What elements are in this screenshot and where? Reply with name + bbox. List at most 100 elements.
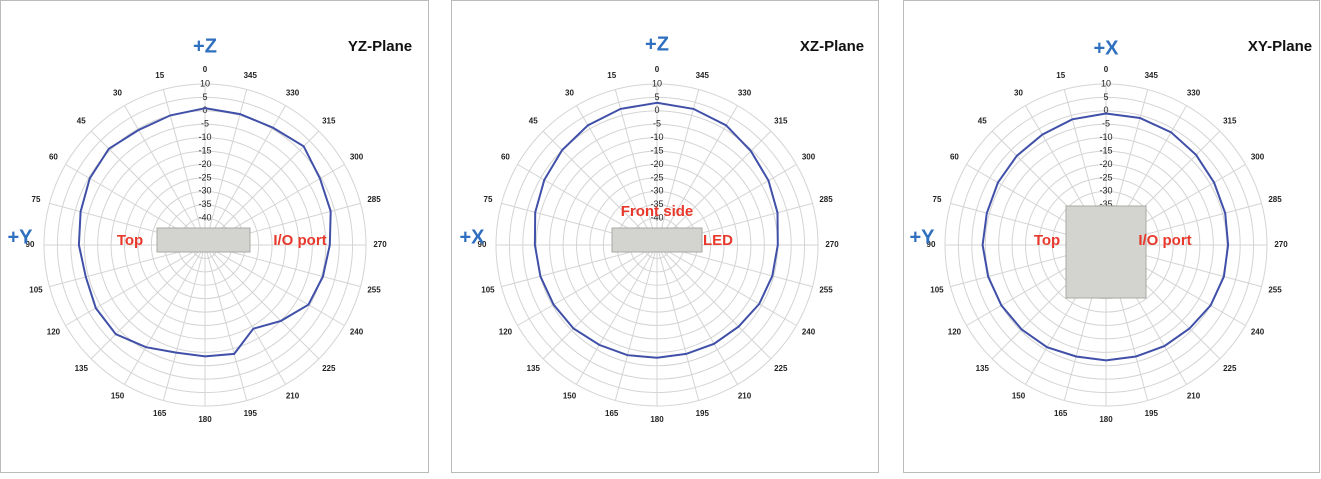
angle-label: 225 [774, 364, 788, 373]
angle-label: 165 [605, 409, 619, 418]
angle-label: 225 [322, 364, 336, 373]
angle-label: 30 [113, 89, 122, 98]
plane-title: XZ-Plane [800, 38, 864, 55]
device-image [157, 228, 250, 252]
r-tick-label: 5 [1103, 92, 1108, 102]
angle-label: 285 [367, 195, 381, 204]
r-tick-label: 0 [654, 105, 659, 115]
angle-label: 300 [350, 153, 364, 162]
r-tick-label: -15 [650, 145, 663, 155]
angle-label: 45 [978, 116, 987, 125]
angle-label: 75 [484, 195, 493, 204]
angle-label: 75 [933, 195, 942, 204]
r-tick-label: -5 [1102, 119, 1110, 129]
r-tick-label: -20 [198, 159, 211, 169]
angle-label: 255 [819, 285, 833, 294]
r-tick-label: -30 [1099, 186, 1112, 196]
angle-label: 165 [1054, 409, 1068, 418]
r-tick-label: 0 [202, 105, 207, 115]
r-tick-label: 10 [200, 78, 210, 88]
r-tick-label: -20 [650, 159, 663, 169]
angle-label: 285 [1268, 195, 1282, 204]
annotation: Front side [621, 203, 694, 220]
plane-title: XY-Plane [1248, 38, 1312, 55]
angle-label: 330 [1187, 89, 1201, 98]
r-tick-label: -15 [1099, 145, 1112, 155]
r-tick-label: 10 [1101, 78, 1111, 88]
angle-label: 105 [481, 285, 495, 294]
angle-label: 120 [47, 328, 61, 337]
angle-label: 60 [950, 153, 959, 162]
device-image [1066, 206, 1146, 298]
angle-label: 150 [563, 392, 577, 401]
angle-label: 120 [948, 328, 962, 337]
annotation: Top [1034, 232, 1060, 249]
angle-label: 180 [1099, 415, 1113, 424]
angle-label: 150 [1012, 392, 1026, 401]
axis-label: +X [1093, 37, 1119, 59]
angle-label: 195 [696, 409, 710, 418]
axis-label: +Z [645, 33, 669, 55]
r-tick-label: -25 [1099, 172, 1112, 182]
angle-label: 0 [203, 65, 208, 74]
angle-label: 45 [77, 116, 86, 125]
r-tick-label: 5 [654, 92, 659, 102]
angle-label: 285 [819, 195, 833, 204]
r-tick-label: 5 [202, 92, 207, 102]
angle-label: 240 [350, 328, 364, 337]
angle-label: 105 [930, 285, 944, 294]
annotation: I/O port [1138, 232, 1191, 249]
angle-label: 30 [1014, 89, 1023, 98]
angle-label: 225 [1223, 364, 1237, 373]
annotation: LED [703, 232, 733, 249]
axis-label: +Z [193, 35, 217, 57]
angle-label: 270 [373, 240, 387, 249]
r-tick-label: -20 [1099, 159, 1112, 169]
axis-label: +Y [909, 226, 935, 248]
angle-label: 315 [322, 116, 336, 125]
annotation: I/O port [273, 232, 326, 249]
angle-label: 180 [650, 415, 664, 424]
angle-label: 345 [1145, 71, 1159, 80]
angle-label: 15 [155, 71, 164, 80]
angle-label: 315 [774, 116, 788, 125]
angle-label: 105 [29, 285, 43, 294]
angle-label: 270 [1274, 240, 1288, 249]
angle-label: 345 [244, 71, 258, 80]
annotation: Top [117, 232, 143, 249]
angle-label: 240 [1251, 328, 1265, 337]
angle-label: 300 [802, 153, 816, 162]
angle-label: 120 [499, 328, 513, 337]
angle-label: 330 [286, 89, 300, 98]
angle-label: 180 [198, 415, 212, 424]
angle-label: 300 [1251, 153, 1265, 162]
angle-label: 15 [607, 71, 616, 80]
r-tick-label: -15 [198, 145, 211, 155]
axis-label: +Y [7, 226, 33, 248]
angle-label: 315 [1223, 116, 1237, 125]
angle-label: 150 [111, 392, 125, 401]
angle-label: 165 [153, 409, 167, 418]
r-tick-label: -35 [198, 199, 211, 209]
axis-label: +X [459, 226, 485, 248]
r-tick-label: -40 [198, 213, 211, 223]
r-tick-label: -30 [650, 186, 663, 196]
plane-title: YZ-Plane [348, 38, 412, 55]
angle-label: 60 [501, 153, 510, 162]
r-tick-label: -25 [198, 172, 211, 182]
r-tick-label: -10 [1099, 132, 1112, 142]
angle-label: 255 [1268, 285, 1282, 294]
angle-label: 0 [655, 65, 660, 74]
angle-label: 15 [1056, 71, 1065, 80]
angle-label: 345 [696, 71, 710, 80]
angle-label: 210 [1187, 392, 1201, 401]
r-tick-label: 10 [652, 78, 662, 88]
angle-label: 60 [49, 153, 58, 162]
screenshot: 0153045607590105120135150165180195210225… [0, 0, 1321, 474]
angle-label: 255 [367, 285, 381, 294]
angle-label: 240 [802, 328, 816, 337]
angle-label: 195 [244, 409, 258, 418]
angle-label: 195 [1145, 409, 1159, 418]
angle-label: 135 [976, 364, 990, 373]
device-image [612, 228, 702, 252]
